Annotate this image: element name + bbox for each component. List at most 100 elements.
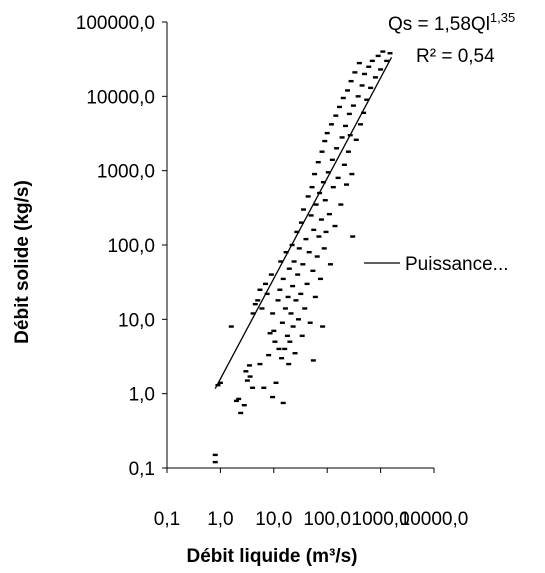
data-point [217,381,223,385]
data-point [333,114,339,117]
data-point [320,325,326,328]
y-axis-title: Débit solide (kg/s) [12,180,33,344]
data-point [259,307,265,310]
y-tick-label: 1000,0 [97,162,155,183]
data-point [212,460,218,464]
data-point [304,282,310,286]
data-point [241,403,247,407]
data-point [322,139,328,143]
data-point [321,247,327,250]
data-point [339,136,345,139]
data-point [282,307,288,310]
data-point [261,386,267,389]
data-point [257,288,263,291]
data-point [294,230,300,234]
data-point [307,321,313,324]
data-point [270,395,276,399]
data-point [286,267,292,270]
data-point [387,52,393,55]
x-tick-label: 1,0 [207,509,233,530]
data-point [334,147,340,150]
data-point [318,277,324,281]
data-point [327,263,333,266]
data-point [285,295,291,299]
data-point [283,251,289,254]
data-point [324,131,330,135]
data-point [300,263,306,266]
data-point [263,282,269,286]
y-tick-label: 1,0 [129,385,155,406]
y-tick-label: 100,0 [107,236,155,257]
y-tick-label: 10000,0 [86,87,155,108]
data-point [332,224,338,228]
data-point [279,321,285,324]
trendline-equation: Qs = 1,58Ql1,35 [388,10,515,35]
data-point [384,59,390,63]
data-point [312,172,318,176]
trendline-legend-label: Puissance... [405,254,509,275]
y-tick-label: 10,0 [118,310,155,331]
data-point [280,401,286,405]
data-point [303,237,309,241]
data-point [250,312,256,315]
data-point [255,299,261,302]
data-point [342,124,348,128]
data-point [247,375,253,378]
data-point [369,59,375,63]
data-point [350,104,356,107]
data-point [318,218,324,221]
data-point [267,332,273,335]
data-point [299,334,305,338]
data-point [246,364,252,367]
data-point [301,208,307,211]
data-point [309,185,315,189]
trendline-equation-exponent: 1,35 [490,10,515,25]
data-point [380,50,386,53]
data-point [305,195,311,198]
data-point [290,284,296,288]
data-point [272,340,278,343]
data-point [284,334,290,338]
data-point [323,230,329,234]
data-point [319,150,325,153]
trendline [214,57,393,389]
data-point [314,255,320,258]
data-point [280,277,286,281]
data-point [244,379,250,382]
data-point [329,158,335,162]
data-point [215,383,221,387]
data-point [366,65,372,68]
data-point [286,362,292,366]
data-point [355,95,361,98]
data-point [357,123,363,126]
data-point [348,79,354,83]
data-point [279,357,285,360]
data-point [273,381,279,385]
data-point [252,302,258,306]
data-point [375,54,381,58]
data-point [310,269,316,272]
data-point [238,411,244,415]
data-point [295,318,301,321]
data-point [271,329,277,333]
data-point [325,171,331,174]
data-point [313,203,319,206]
data-point [296,247,302,250]
data-point [326,212,332,216]
data-point [233,399,239,403]
x-tick-label: 1000,0 [352,509,410,530]
data-point [276,347,282,351]
data-point [316,235,322,238]
y-axis: 0,1 1,0 10,0 100,0 1000,0 10000,0 100000,0 [76,13,168,480]
data-point [277,288,283,291]
x-tick-label: 100,0 [303,509,351,530]
data-point [335,176,341,180]
data-point [338,203,344,206]
data-point [257,362,263,366]
data-point [290,325,296,328]
data-point [308,214,314,217]
data-point [293,299,299,302]
data-point [291,260,297,263]
